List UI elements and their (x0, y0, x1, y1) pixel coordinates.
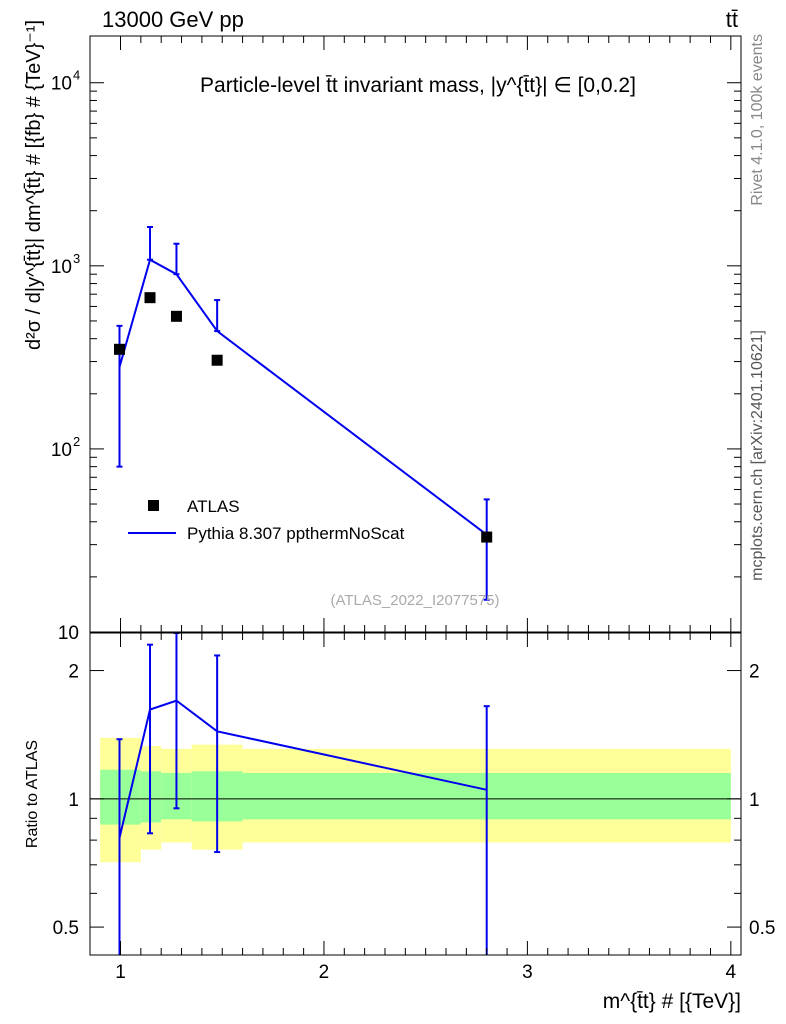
ratio-y-tick-label-right: 1 (749, 790, 760, 811)
main-y-tick-label: 10 3 (51, 251, 80, 278)
ratio-y-tick-label-left: 0.5 (53, 918, 79, 939)
watermark-label: (ATLAS_2022_I2077575) (330, 592, 499, 609)
main-y-axis-label: d²σ / d|y^{t̄t}| dm^{t̄t} # [{fb} # {TeV… (23, 20, 45, 350)
atlas-data-point (144, 292, 156, 304)
process-label: tt̄ (726, 7, 738, 32)
main-y-tick-label-exp: 4 (73, 68, 80, 83)
energy-label: 13000 GeV pp (102, 7, 244, 32)
main-plot-area (113, 225, 493, 601)
legend-atlas-label: ATLAS (187, 497, 240, 516)
x-axis-label: m^{t̄t} # [{TeV}] (603, 990, 741, 1013)
ratio-series-line (118, 699, 487, 839)
source-label: mcplots.cern.ch [arXiv:2401.10621] (749, 330, 766, 581)
main-y-tick-label: 10 2 (51, 434, 80, 461)
ratio-plot-area (90, 633, 741, 955)
legend: ATLAS Pythia 8.307 ppthermNoScat (128, 497, 405, 543)
x-tick-label: 2 (319, 962, 330, 983)
ratio-frame (89, 632, 742, 956)
atlas-data-point (211, 354, 223, 366)
ratio-y-tick-label-left: 1 (68, 790, 79, 811)
ratio-panel: 0.5 0.5 1 1 2 2 1 2 3 4 Ratio to ATLAS m^{t̄t} # … (24, 632, 775, 1013)
main-y-tick-label-exp: 2 (73, 434, 80, 449)
ratio-y-tick-label-right: 0.5 (749, 918, 775, 939)
legend-pythia-label: Pythia 8.307 ppthermNoScat (187, 524, 405, 543)
x-tick-label: 4 (726, 962, 737, 983)
ratio-y-tick-label-left: 2 (68, 662, 79, 683)
main-y-tick-label-base: 10 (58, 623, 79, 644)
ratio-y-axis-label: Ratio to ATLAS (24, 740, 41, 848)
pythia-series-line (118, 258, 488, 536)
x-tick-label: 3 (522, 962, 533, 983)
rivet-label: Rivet 4.1.0, 100k events (749, 34, 766, 206)
main-y-tick-label-exp: 3 (73, 251, 80, 266)
uncertainty-band-inner (140, 771, 162, 823)
x-tick-label: 1 (115, 962, 126, 983)
main-frame (89, 35, 742, 633)
main-title: Particle-level t̄t invariant mass, |y^{t… (200, 74, 636, 97)
atlas-data-point (481, 531, 493, 543)
main-y-tick-label-base: 10 (51, 257, 72, 278)
main-y-tick-label-base: 10 (51, 440, 72, 461)
main-y-tick-label: 10 4 (51, 68, 80, 95)
legend-atlas-marker (148, 500, 159, 511)
ratio-y-tick-label-right: 2 (749, 662, 760, 683)
ratio-ticks: 0.5 0.5 1 1 2 2 1 2 3 4 (53, 633, 775, 983)
main-y-tick-label: 10 (58, 623, 79, 644)
main-y-tick-label-base: 10 (51, 74, 72, 95)
atlas-data-point (170, 310, 182, 322)
atlas-data-point (113, 343, 125, 355)
